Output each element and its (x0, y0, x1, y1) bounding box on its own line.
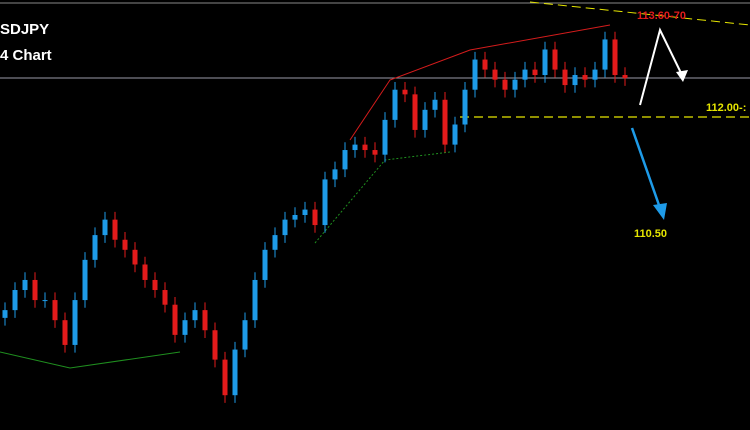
candle-body (162, 290, 168, 305)
candle-body (352, 144, 358, 151)
candle-body (122, 239, 128, 250)
candle-body (282, 219, 288, 236)
annotation: 112.00-: (706, 102, 746, 114)
candle-body (522, 69, 528, 80)
candle-body (252, 279, 258, 321)
candle-body (202, 310, 208, 331)
green-trendline (0, 351, 181, 369)
candle-body (612, 39, 618, 76)
candle-body (472, 59, 478, 90)
candle-body (82, 259, 88, 301)
candle-body (532, 69, 538, 76)
candle-body (222, 359, 228, 396)
blue-arrow (630, 127, 662, 209)
candle-body (12, 290, 18, 311)
candle-body (542, 49, 548, 76)
candle-body (72, 300, 78, 345)
blue-arrowhead (653, 203, 667, 220)
candle-body (112, 219, 118, 240)
annotation: 110.50 (634, 228, 667, 240)
candle-body (502, 79, 508, 90)
candle-body (132, 249, 138, 265)
candle-body (172, 304, 178, 335)
candle-body (382, 119, 388, 155)
candles (2, 31, 628, 403)
candle-body (582, 75, 588, 80)
white-arrowhead (676, 70, 688, 82)
chart-subtitle: 4 Chart (0, 47, 52, 64)
candle-body (62, 320, 68, 345)
candle-body (442, 99, 448, 145)
candle-body (552, 49, 558, 70)
candle-body (192, 310, 198, 321)
candle-body (342, 150, 348, 170)
candle-body (592, 69, 598, 80)
candle-body (42, 300, 48, 302)
candle-body (262, 249, 268, 280)
candle-body (572, 75, 578, 86)
candle-body (272, 235, 278, 250)
candle-body (602, 39, 608, 70)
candle-body (372, 150, 378, 155)
candle-body (302, 209, 308, 215)
red-trendline (349, 24, 611, 141)
candle-body (182, 320, 188, 335)
candle-body (152, 279, 158, 291)
candle-body (562, 69, 568, 86)
candle-body (22, 279, 28, 291)
candle-body (462, 89, 468, 125)
candle-body (32, 279, 38, 301)
candle-body (92, 235, 98, 260)
candle-body (452, 124, 458, 145)
candle-body (142, 264, 148, 280)
candle-body (52, 300, 58, 321)
candle-body (212, 330, 218, 360)
resistance-line (529, 1, 750, 26)
candle-body (332, 169, 338, 180)
candle-body (622, 75, 628, 79)
white-arrow (639, 27, 683, 106)
candle-body (512, 79, 518, 90)
candle-body (492, 69, 498, 80)
candle-body (2, 310, 8, 318)
candle-body (362, 144, 368, 151)
candle-body (432, 99, 438, 110)
candle-body (232, 349, 238, 396)
candle-body (402, 89, 408, 95)
annotation: 113.60-70 (637, 10, 686, 22)
candle-body (392, 89, 398, 120)
candle-body (322, 179, 328, 226)
candle-body (422, 109, 428, 130)
candle-body (292, 215, 298, 220)
candle-body (242, 320, 248, 350)
candle-body (482, 59, 488, 70)
candle-body (102, 219, 108, 236)
candle-body (312, 209, 318, 226)
chart-title: SDJPY (0, 21, 49, 38)
candle-body (412, 94, 418, 130)
